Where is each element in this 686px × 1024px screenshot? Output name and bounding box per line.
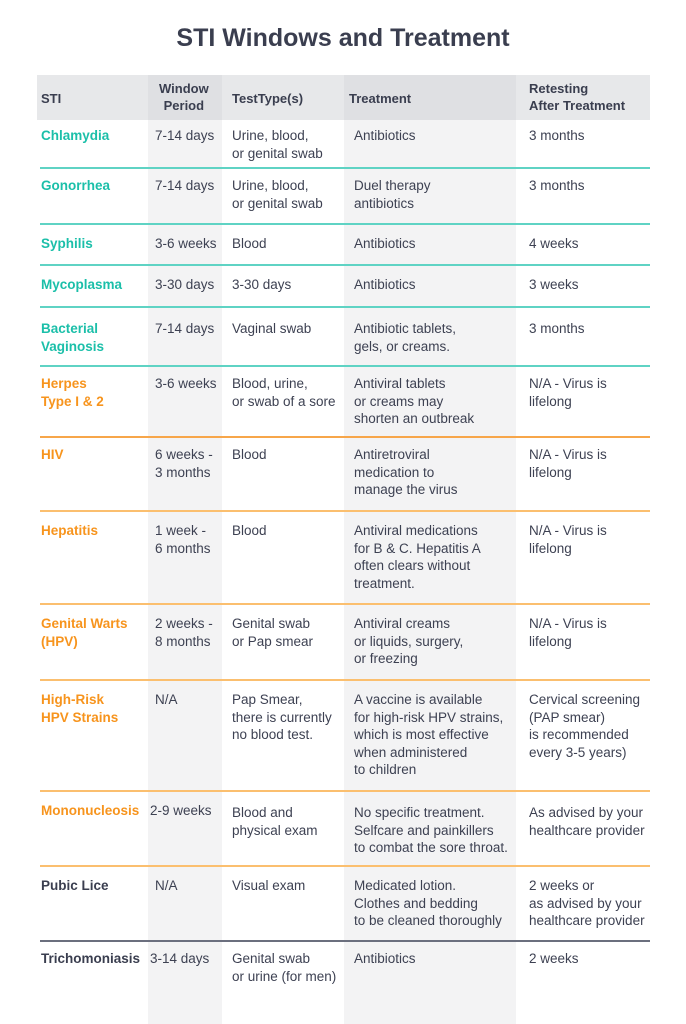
cell-treatment: No specific treatment. Selfcare and pain… xyxy=(354,805,508,855)
cell-window: 6 weeks - 3 months xyxy=(155,447,213,480)
cell-window: N/A xyxy=(155,878,178,893)
cell-sti: Trichomoniasis xyxy=(41,951,141,966)
cell-retest: 4 weeks xyxy=(529,236,579,251)
cell-retest: N/A - Virus is lifelong xyxy=(529,376,607,409)
cell-test: Blood, urine, or swab of a sore xyxy=(232,376,336,409)
cell-test: Blood xyxy=(232,523,267,538)
row-divider xyxy=(40,940,650,942)
cell-sti: Pubic Lice xyxy=(41,878,109,893)
cell-sti: Syphilis xyxy=(41,236,93,251)
cell-window: 7-14 days xyxy=(155,178,215,193)
table-header xyxy=(37,75,650,120)
cell-treatment: Antiviral medications for B & C. Hepatit… xyxy=(354,523,481,591)
row-divider xyxy=(40,603,650,605)
row-divider xyxy=(40,865,650,867)
row-divider xyxy=(40,790,650,792)
cell-treatment: Antiretroviral medication to manage the … xyxy=(354,447,458,497)
cell-test: Vaginal swab xyxy=(232,321,312,336)
cell-test: Genital swab or Pap smear xyxy=(232,616,314,649)
row-divider xyxy=(40,264,650,266)
row-divider xyxy=(40,223,650,225)
cell-treatment: Antibiotic tablets, gels, or creams. xyxy=(354,321,457,354)
page-title: STI Windows and Treatment xyxy=(176,24,510,52)
cell-window: 7-14 days xyxy=(155,321,215,336)
cell-window: N/A xyxy=(155,692,178,707)
row-divider xyxy=(40,167,650,169)
cell-sti: Chlamydia xyxy=(41,128,110,143)
header-shade xyxy=(148,75,222,120)
cell-retest: N/A - Virus is lifelong xyxy=(529,523,607,556)
cell-treatment: Antibiotics xyxy=(354,277,416,292)
cell-retest: As advised by your healthcare provider xyxy=(529,805,645,838)
cell-window: 2 weeks - 8 months xyxy=(155,616,213,649)
cell-window: 3-30 days xyxy=(155,277,215,292)
cell-sti: High-Risk HPV Strains xyxy=(41,692,119,725)
cell-window: 3-6 weeks xyxy=(155,376,217,391)
cell-treatment: Antibiotics xyxy=(354,951,416,966)
cell-treatment: Antiviral tablets or creams may shorten … xyxy=(354,376,475,426)
cell-retest: 2 weeks xyxy=(529,951,579,966)
cell-test: Blood and physical exam xyxy=(232,805,318,838)
cell-window: 7-14 days xyxy=(155,128,215,143)
cell-retest: 3 months xyxy=(529,321,585,336)
cell-sti: Genital Warts (HPV) xyxy=(41,616,128,649)
cell-test: Blood xyxy=(232,447,267,462)
cell-treatment: Duel therapy antibiotics xyxy=(354,178,431,211)
cell-sti: Mononucleosis xyxy=(41,803,140,818)
cell-test: 3-30 days xyxy=(232,277,292,292)
cell-test: Urine, blood, or genital swab xyxy=(232,128,323,161)
cell-treatment: A vaccine is available for high-risk HPV… xyxy=(354,692,504,777)
cell-test: Pap Smear, there is currently no blood t… xyxy=(232,692,332,742)
cell-retest: 3 weeks xyxy=(529,277,579,292)
cell-sti: Gonorrhea xyxy=(41,178,111,193)
row-divider xyxy=(40,436,650,438)
cell-retest: N/A - Virus is lifelong xyxy=(529,616,607,649)
column-header: Window Period xyxy=(159,81,209,113)
cell-test: Visual exam xyxy=(232,878,306,893)
cell-sti: Mycoplasma xyxy=(41,277,123,292)
cell-treatment: Antibiotics xyxy=(354,236,416,251)
cell-window: 3-14 days xyxy=(150,951,210,966)
row-divider xyxy=(40,365,650,367)
row-divider xyxy=(40,510,650,512)
cell-retest: Cervical screening (PAP smear) is recomm… xyxy=(529,692,641,760)
cell-retest: 3 months xyxy=(529,178,585,193)
cell-sti: Herpes Type I & 2 xyxy=(41,376,104,409)
cell-window: 2-9 weeks xyxy=(150,803,212,818)
column-header: Retesting After Treatment xyxy=(529,81,626,113)
cell-window: 1 week - 6 months xyxy=(155,523,211,556)
cell-window: 3-6 weeks xyxy=(155,236,217,251)
cell-treatment: Antiviral creams or liquids, surgery, or… xyxy=(354,616,464,666)
column-header: Treatment xyxy=(349,91,412,106)
cell-retest: N/A - Virus is lifelong xyxy=(529,447,607,480)
cell-sti: Bacterial Vaginosis xyxy=(41,321,105,354)
cell-retest: 2 weeks or as advised by your healthcare… xyxy=(529,878,645,928)
header-shade xyxy=(344,75,516,120)
row-divider xyxy=(40,679,650,681)
cell-test: Blood xyxy=(232,236,267,251)
cell-sti: Hepatitis xyxy=(41,523,99,538)
column-header: TestType(s) xyxy=(232,91,304,106)
row-divider xyxy=(40,306,650,308)
cell-sti: HIV xyxy=(41,447,64,462)
cell-treatment: Medicated lotion. Clothes and bedding to… xyxy=(354,878,502,928)
cell-retest: 3 months xyxy=(529,128,585,143)
column-header: STI xyxy=(41,91,62,106)
cell-test: Genital swab or urine (for men) xyxy=(232,951,337,984)
cell-treatment: Antibiotics xyxy=(354,128,416,143)
cell-test: Urine, blood, or genital swab xyxy=(232,178,323,211)
